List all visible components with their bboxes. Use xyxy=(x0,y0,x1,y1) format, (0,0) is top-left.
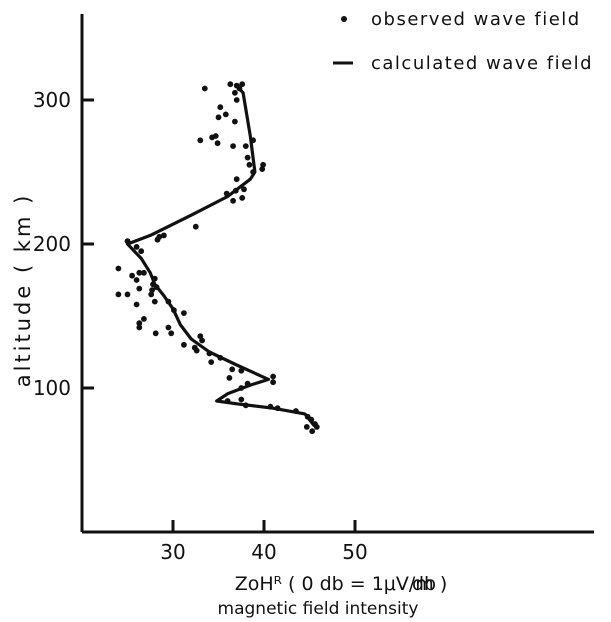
observed-point xyxy=(199,337,206,344)
y-tick-label: 200 xyxy=(33,232,71,256)
observed-point xyxy=(136,324,143,331)
observed-point xyxy=(246,161,253,168)
observed-point xyxy=(270,373,276,380)
y-tick-label: 300 xyxy=(33,88,71,112)
observed-point xyxy=(233,97,240,103)
calculated-curve-layer xyxy=(125,84,316,427)
observed-point xyxy=(226,375,233,381)
observed-point xyxy=(136,269,143,276)
observed-point xyxy=(152,330,159,337)
observed-point xyxy=(229,366,236,373)
observed-point xyxy=(260,161,266,168)
observed-point xyxy=(201,85,208,92)
observed-point xyxy=(206,350,213,357)
observed-point xyxy=(165,324,172,331)
observed-point xyxy=(233,176,240,183)
observed-point xyxy=(250,137,256,144)
observed-point xyxy=(230,143,237,150)
observed-point xyxy=(181,310,187,316)
observed-point xyxy=(129,272,136,279)
observed-point xyxy=(241,186,247,193)
observed-point xyxy=(244,154,251,161)
observed-point xyxy=(197,137,204,144)
observed-point xyxy=(309,428,316,435)
observed-point xyxy=(242,402,249,409)
observed-point xyxy=(208,359,215,365)
legend-label-calculated: calculated wave field xyxy=(371,53,593,74)
observed-point xyxy=(136,285,143,292)
observed-point xyxy=(161,232,167,239)
observed-point xyxy=(151,298,158,305)
observed-point xyxy=(141,316,147,322)
x-axis-sublabel: magnetic field intensity xyxy=(218,599,419,619)
observed-point xyxy=(250,169,256,175)
x-unit-label: db xyxy=(412,573,436,595)
observed-point xyxy=(313,424,320,430)
observed-point xyxy=(124,291,131,298)
observed-point xyxy=(165,298,172,305)
observed-point xyxy=(115,291,122,298)
observed-point xyxy=(181,341,187,348)
y-tick-label: 100 xyxy=(33,376,71,400)
observed-point xyxy=(259,166,266,173)
observed-point xyxy=(223,190,230,197)
observed-point xyxy=(136,320,143,327)
observed-point xyxy=(151,275,158,282)
observed-point xyxy=(192,223,199,230)
observed-point xyxy=(222,111,229,118)
observed-point xyxy=(153,284,160,291)
observed-point xyxy=(217,104,224,111)
observed-point xyxy=(232,89,238,96)
y-ticks: 100 200 300 xyxy=(33,88,94,400)
observed-point xyxy=(293,408,299,414)
observed-point xyxy=(242,143,249,150)
observed-point xyxy=(141,269,147,276)
observed-point xyxy=(138,248,145,255)
observed-point xyxy=(149,287,156,293)
observed-point xyxy=(214,140,221,147)
x-ticks: 30 40 50 xyxy=(160,520,368,564)
observed-points-layer xyxy=(115,81,320,435)
observed-point xyxy=(133,277,140,283)
legend-label-observed: observed wave field xyxy=(371,9,581,30)
x-axis-label: ZoHᴿ ( 0 db = 1μV/m ) xyxy=(235,573,448,595)
legend: observed wave field calculated wave fiel… xyxy=(333,9,593,74)
observed-point xyxy=(133,301,140,308)
observed-point xyxy=(215,114,222,121)
legend-dot-marker xyxy=(341,16,347,22)
observed-point xyxy=(171,307,177,314)
observed-point xyxy=(227,81,234,88)
observed-point xyxy=(224,398,231,404)
observed-point xyxy=(148,291,155,298)
observed-point xyxy=(232,187,239,194)
observed-point xyxy=(232,118,238,125)
observed-point xyxy=(270,379,276,386)
observed-point xyxy=(193,347,200,354)
observed-point xyxy=(236,85,243,92)
x-tick-label: 30 xyxy=(160,540,185,564)
observed-point xyxy=(239,195,246,201)
observed-point xyxy=(303,424,310,430)
observed-point xyxy=(154,236,161,243)
observed-point xyxy=(124,238,131,245)
observed-point xyxy=(217,354,224,361)
calculated-wave-field-line xyxy=(125,84,316,427)
observed-point xyxy=(133,244,140,250)
observed-point xyxy=(308,416,315,423)
observed-point xyxy=(209,134,216,141)
observed-point xyxy=(230,197,237,204)
observed-point xyxy=(238,396,245,403)
observed-point xyxy=(239,81,246,88)
observed-point xyxy=(244,380,251,387)
observed-point xyxy=(238,385,245,391)
observed-point xyxy=(168,330,175,337)
observed-point xyxy=(267,403,274,410)
observed-point xyxy=(238,367,245,374)
observed-point xyxy=(274,405,281,412)
observed-point xyxy=(115,265,122,272)
y-axis-label: altitude ( km ) xyxy=(11,193,35,388)
x-tick-label: 40 xyxy=(251,540,276,564)
x-tick-label: 50 xyxy=(342,540,367,564)
